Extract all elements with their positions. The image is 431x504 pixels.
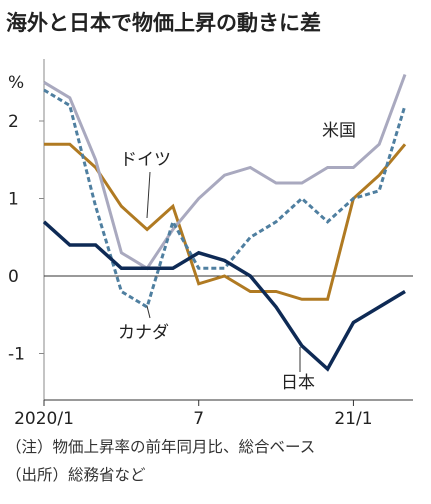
x-tick-label: 2020/1 xyxy=(14,409,74,429)
series-label: 米国 xyxy=(322,121,356,141)
note: （注）物価上昇率の前年同月比、総合ベース xyxy=(6,438,315,456)
series-label: ドイツ xyxy=(120,150,171,170)
series-label: カナダ xyxy=(118,323,169,343)
y-tick-label: 0 xyxy=(8,267,19,287)
note: （出所）総務省など xyxy=(6,466,146,484)
series-line xyxy=(42,220,406,372)
y-tick-label: 2 xyxy=(8,112,19,132)
y-unit: % xyxy=(8,73,24,93)
y-tick-label: -1 xyxy=(8,345,25,365)
chart-title: 海外と日本で物価上昇の動きに差 xyxy=(6,11,321,35)
x-tick-label: 21/1 xyxy=(334,409,372,429)
series-line xyxy=(44,142,407,301)
x-tick-label: 7 xyxy=(193,409,204,429)
series-line xyxy=(43,73,407,271)
series-line xyxy=(43,88,407,310)
leader-line xyxy=(146,171,151,219)
leader-line xyxy=(146,305,151,319)
series-label: 日本 xyxy=(281,373,315,393)
y-tick-label: 1 xyxy=(8,190,19,210)
